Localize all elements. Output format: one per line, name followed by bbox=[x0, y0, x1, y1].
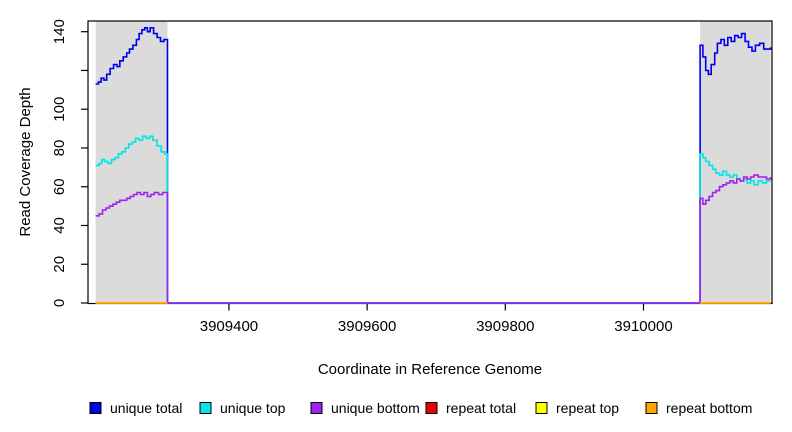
y-axis-tick-label: 80 bbox=[51, 140, 68, 157]
series-unique-bottom-line bbox=[95, 174, 772, 304]
legend-item-label: unique bottom bbox=[331, 400, 420, 416]
plot-box-layer bbox=[87, 20, 773, 305]
legend-item-label: unique total bbox=[110, 400, 182, 416]
plot-box bbox=[87, 20, 773, 305]
x-axis-tick-label: 3909600 bbox=[338, 318, 396, 335]
legend-item-repeat-total: repeat total bbox=[425, 400, 516, 416]
axes-layer: 3909400 3909600 3909800 3910000 0 20 40 60 80 100… bbox=[51, 19, 673, 335]
legend-swatch-repeat-bottom bbox=[645, 402, 658, 414]
legend-item-repeat-top: repeat top bbox=[535, 400, 619, 416]
legend-swatch-unique-total bbox=[89, 402, 102, 414]
x-axis-title: Coordinate in Reference Genome bbox=[318, 361, 542, 378]
legend-item-unique-total: unique total bbox=[89, 400, 182, 416]
right-shaded-region bbox=[700, 21, 771, 303]
legend-swatch-repeat-total bbox=[425, 402, 438, 414]
x-axis-tick-label: 3910000 bbox=[614, 318, 672, 335]
x-axis-tick-label: 3909400 bbox=[200, 318, 258, 335]
legend-item-label: repeat top bbox=[556, 400, 619, 416]
y-axis-title: Read Coverage Depth bbox=[17, 87, 34, 236]
legend-item-label: repeat bottom bbox=[666, 400, 752, 416]
y-axis-tick-label: 60 bbox=[51, 178, 68, 195]
y-axis-tick-label: 40 bbox=[51, 217, 68, 234]
x-axis-tick-label: 3909800 bbox=[476, 318, 534, 335]
legend-item-label: unique top bbox=[220, 400, 286, 416]
series-unique-top-line bbox=[95, 135, 771, 304]
legend-item-repeat-bottom: repeat bottom bbox=[645, 400, 752, 416]
legend-item-unique-bottom: unique bottom bbox=[310, 400, 420, 416]
series-unique-total-line bbox=[95, 27, 772, 304]
y-axis-tick-label: 0 bbox=[51, 299, 68, 307]
shaded-regions-layer bbox=[95, 21, 771, 303]
legend-swatch-unique-top bbox=[199, 402, 212, 414]
legend: unique total unique top unique bottom repea… bbox=[89, 400, 752, 416]
legend-item-label: repeat total bbox=[446, 400, 516, 416]
legend-swatch-unique-bottom bbox=[310, 402, 323, 414]
y-axis-tick-label: 140 bbox=[51, 19, 68, 44]
series-layer bbox=[95, 27, 772, 304]
legend-swatch-repeat-top bbox=[535, 402, 548, 414]
y-axis-tick-label: 20 bbox=[51, 256, 68, 273]
y-axis-tick-label: 100 bbox=[51, 97, 68, 122]
legend-item-unique-top: unique top bbox=[199, 400, 286, 416]
